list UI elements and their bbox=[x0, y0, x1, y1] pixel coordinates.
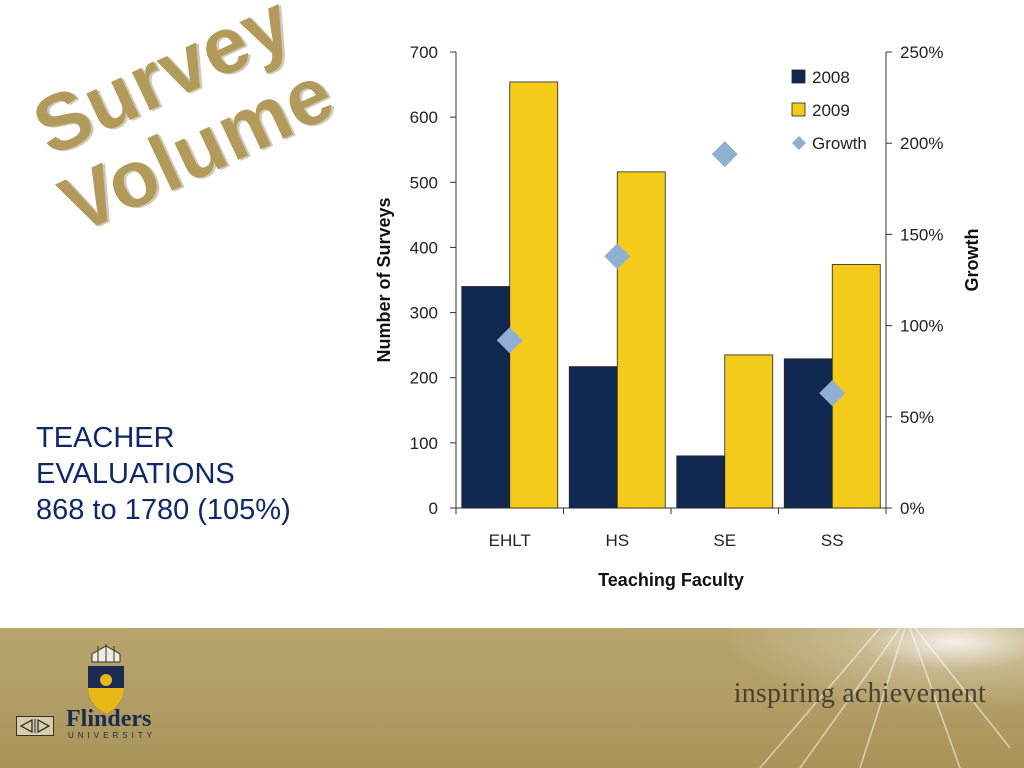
summary-line-1: TEACHER bbox=[36, 422, 175, 454]
x-tick-label: SE bbox=[713, 531, 736, 550]
legend-swatch-growth bbox=[792, 136, 806, 150]
bar-2009-ss bbox=[831, 263, 881, 509]
y2-axis-title: Growth bbox=[962, 229, 982, 292]
legend-label-2009: 2009 bbox=[812, 101, 850, 120]
summary-text: TEACHER EVALUATIONS 868 to 1780 (105%) bbox=[36, 420, 291, 528]
summary-line-3: 868 to 1780 (105%) bbox=[36, 494, 291, 526]
footer-band: Flinders UNIVERSITY inspiring achievemen… bbox=[0, 628, 1024, 768]
summary-line-2: EVALUATIONS bbox=[36, 458, 235, 490]
survey-chart: 0 100 200 300 400 500 600 700 0% 50% 100% 150% 200% 2… bbox=[360, 30, 1000, 600]
x-tick-label: HS bbox=[605, 531, 629, 550]
slide-nav-buttons[interactable] bbox=[16, 716, 54, 736]
legend-label-growth: Growth bbox=[812, 134, 867, 153]
x-axis-title: Teaching Faculty bbox=[598, 570, 744, 590]
logo-name: Flinders bbox=[66, 706, 152, 732]
bar-2008-ss bbox=[783, 358, 833, 509]
y2-tick-label: 0% bbox=[900, 499, 925, 518]
legend-label-2008: 2008 bbox=[812, 68, 850, 87]
growth-marker-hs bbox=[604, 243, 631, 270]
university-crest-logo bbox=[88, 644, 124, 714]
y-tick-label: 100 bbox=[410, 434, 438, 453]
x-tick-label: SS bbox=[821, 531, 844, 550]
y-tick-label: 400 bbox=[410, 238, 438, 257]
growth-marker-se bbox=[711, 141, 738, 168]
y2-tick-label: 250% bbox=[900, 43, 943, 62]
growth-marker-ss bbox=[819, 380, 846, 407]
y2-tick-label: 50% bbox=[900, 408, 934, 427]
y-tick-label: 700 bbox=[410, 43, 438, 62]
x-tick-label: EHLT bbox=[489, 531, 531, 550]
y-tick-label: 0 bbox=[429, 499, 438, 518]
prev-next-arrows-icon[interactable] bbox=[17, 717, 53, 735]
bar-2008-ehlt bbox=[461, 286, 511, 509]
y-tick-label: 600 bbox=[410, 108, 438, 127]
growth-marker-ehlt bbox=[496, 327, 523, 354]
y-tick-label: 200 bbox=[410, 369, 438, 388]
y2-tick-label: 150% bbox=[900, 225, 943, 244]
legend-swatch-2009 bbox=[791, 102, 806, 117]
footer-rays-decoration bbox=[560, 628, 1024, 768]
slide-heading: Survey Volume bbox=[0, 0, 387, 267]
y-axis-title: Number of Surveys bbox=[374, 197, 394, 362]
logo-subtitle: UNIVERSITY bbox=[68, 731, 157, 740]
y-tick-label: 300 bbox=[410, 304, 438, 323]
y2-tick-label: 200% bbox=[900, 134, 943, 153]
bar-2009-hs bbox=[616, 171, 666, 509]
bar-2009-ehlt bbox=[509, 81, 559, 509]
bar-2008-se bbox=[676, 455, 726, 509]
bar-2009-se bbox=[724, 354, 774, 509]
y-tick-label: 500 bbox=[410, 173, 438, 192]
legend-swatch-2008 bbox=[791, 69, 806, 84]
y2-tick-label: 100% bbox=[900, 317, 943, 336]
tagline: inspiring achievement bbox=[733, 678, 986, 709]
bar-2008-hs bbox=[568, 366, 618, 509]
chart-svg: 0 100 200 300 400 500 600 700 0% 50% 100% 150% 200% 2… bbox=[374, 43, 982, 590]
